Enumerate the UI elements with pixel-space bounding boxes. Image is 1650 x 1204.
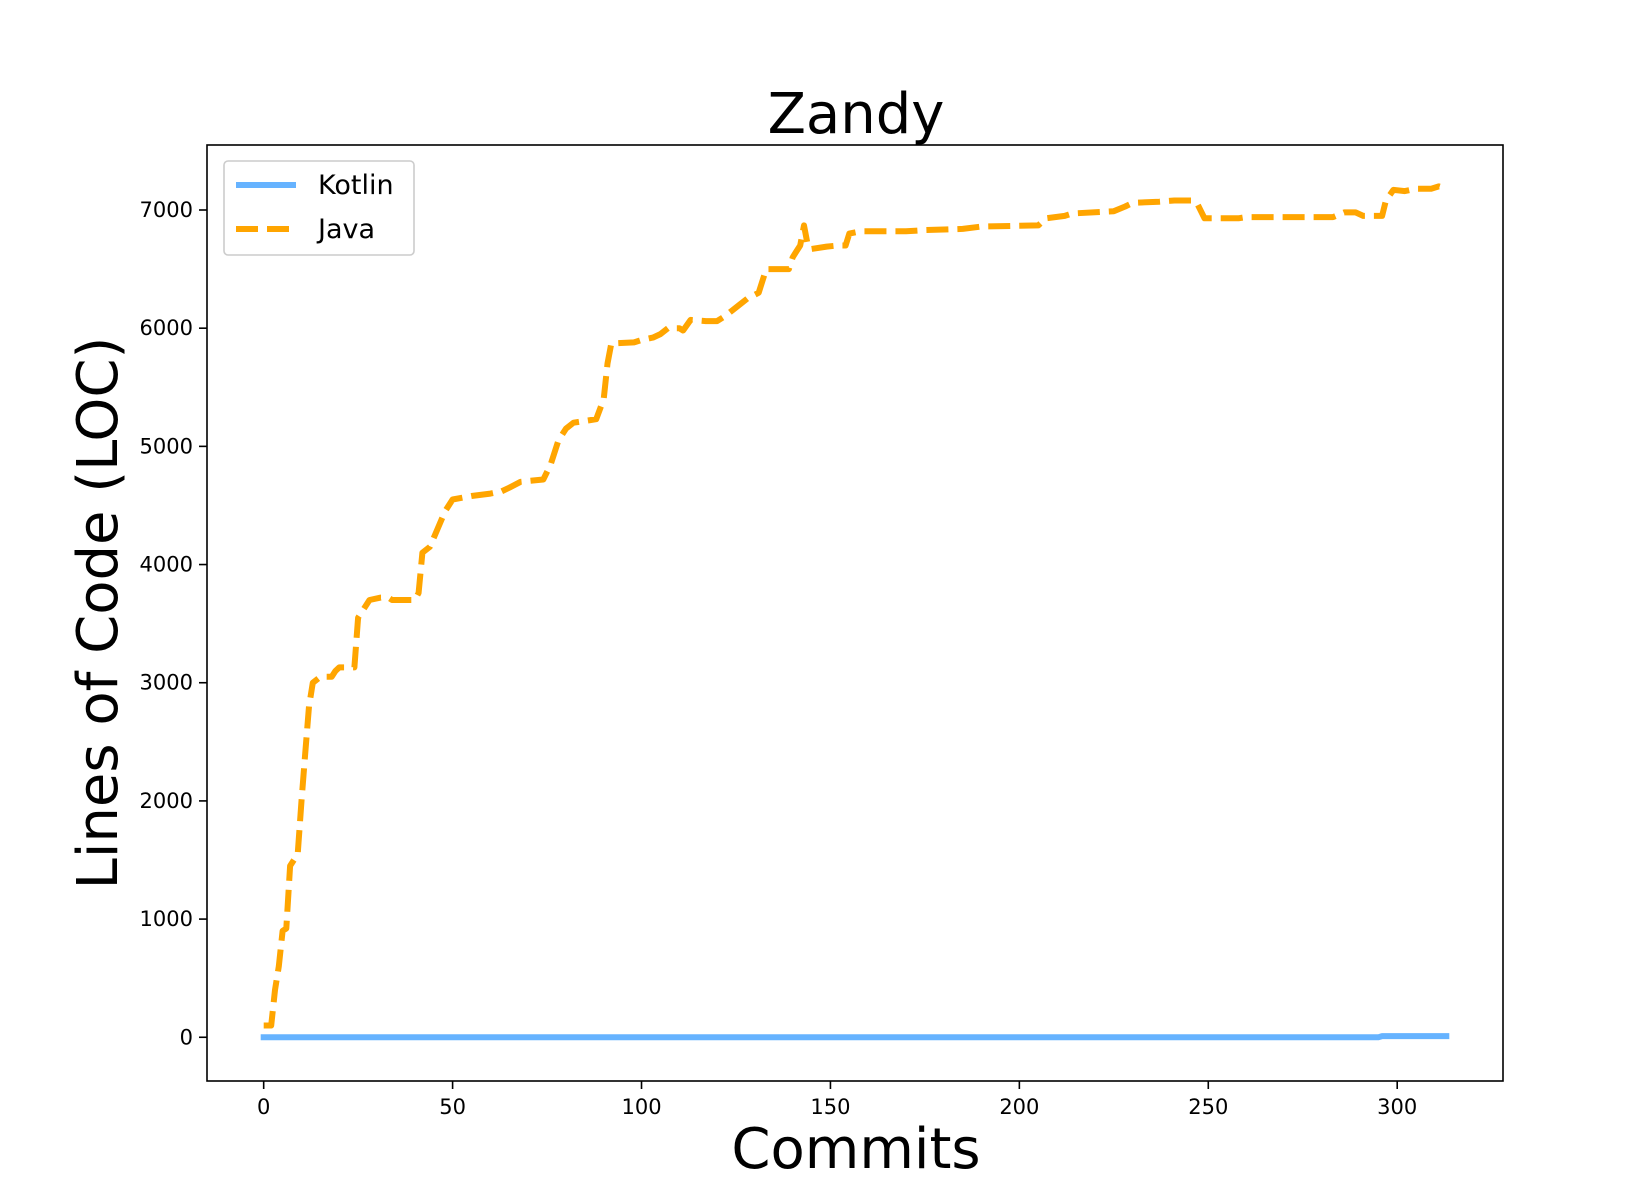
series-line-java	[263, 183, 1448, 1029]
y-axis-label: Lines of Code (LOC)	[66, 337, 131, 890]
legend-label-java: Java	[316, 214, 375, 245]
x-tick-label: 150	[810, 1095, 850, 1119]
x-tick-label: 100	[621, 1095, 661, 1119]
series-line-kotlin	[260, 1033, 1450, 1041]
y-tick-label: 3000	[140, 671, 193, 695]
axes: 0 50 100 150 200 250 3000100020003000400050006…	[140, 144, 1504, 1119]
x-tick-label: 200	[999, 1095, 1039, 1119]
y-tick-label: 4000	[140, 553, 193, 577]
y-tick-label: 0	[180, 1025, 193, 1049]
x-axis-label: Commits	[731, 1117, 980, 1182]
y-tick-label: 6000	[140, 316, 193, 340]
y-tick-label: 1000	[140, 907, 193, 931]
x-tick-label: 300	[1377, 1095, 1417, 1119]
plot-area	[260, 183, 1450, 1041]
x-tick-label: 0	[257, 1095, 270, 1119]
legend: Kotlin Java	[223, 160, 415, 256]
y-tick-label: 2000	[140, 789, 193, 813]
y-tick-label: 5000	[140, 434, 193, 458]
x-tick-label: 250	[1188, 1095, 1228, 1119]
x-tick-label: 50	[439, 1095, 466, 1119]
legend-label-kotlin: Kotlin	[318, 170, 394, 201]
chart-title: Zandy	[768, 82, 945, 147]
y-tick-label: 7000	[140, 198, 193, 222]
axes-frame	[206, 144, 1504, 1082]
